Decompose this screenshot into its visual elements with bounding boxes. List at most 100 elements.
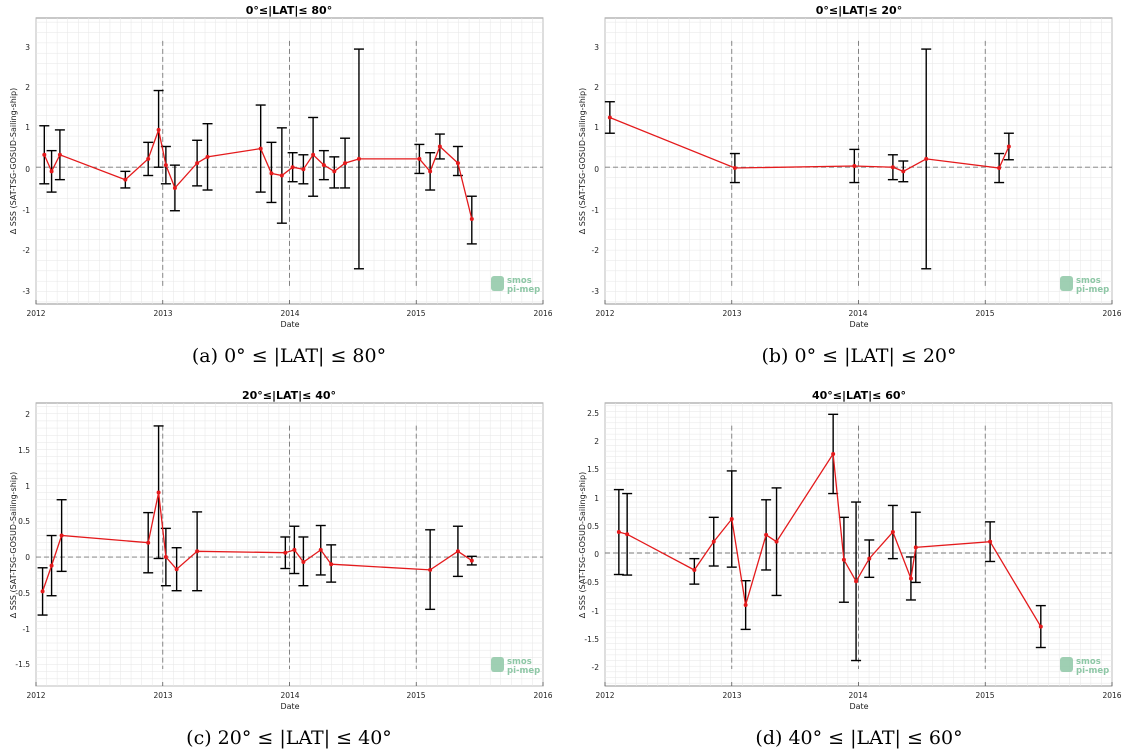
x-tick-label: 2015 bbox=[975, 691, 994, 700]
panel-title: 0°≤|LAT|≤ 80° bbox=[246, 4, 332, 17]
data-point bbox=[890, 530, 895, 535]
y-tick-label: 2 bbox=[594, 83, 599, 92]
y-tick-label: 3 bbox=[594, 43, 599, 52]
panel-caption: (b) 0° ≤ |LAT| ≤ 20° bbox=[761, 345, 956, 367]
data-point bbox=[301, 560, 306, 565]
data-point bbox=[988, 539, 993, 544]
x-tick-label: 2014 bbox=[848, 309, 867, 318]
data-point bbox=[269, 171, 274, 176]
data-point bbox=[729, 517, 734, 522]
panel-title: 20°≤|LAT|≤ 40° bbox=[242, 389, 336, 402]
data-point bbox=[195, 549, 200, 554]
data-point bbox=[283, 550, 288, 555]
smos-logo: smos pi-mep bbox=[1060, 276, 1109, 295]
panel-caption: (d) 40° ≤ |LAT| ≤ 60° bbox=[755, 727, 962, 749]
data-point bbox=[997, 166, 1002, 171]
data-point bbox=[743, 603, 748, 608]
data-point bbox=[428, 169, 433, 174]
data-point bbox=[732, 166, 737, 171]
data-point bbox=[625, 532, 630, 537]
data-point bbox=[290, 165, 295, 170]
marks-c bbox=[35, 403, 544, 687]
data-point bbox=[163, 555, 168, 560]
x-tick-label: 2015 bbox=[406, 691, 425, 700]
y-tick-label: 0 bbox=[25, 165, 30, 174]
data-point bbox=[156, 127, 161, 132]
y-tick-label: -1 bbox=[23, 625, 31, 634]
y-tick-label: -3 bbox=[592, 287, 600, 296]
logo-text: pi-mep bbox=[1076, 285, 1109, 295]
series-line bbox=[41, 492, 473, 592]
panel-title: 40°≤|LAT|≤ 60° bbox=[812, 389, 906, 402]
data-point bbox=[49, 169, 54, 174]
logo-mark-icon bbox=[1060, 657, 1073, 672]
y-tick-label: 1 bbox=[594, 494, 599, 503]
x-tick-label: 2012 bbox=[26, 309, 45, 318]
x-tick-label: 2013 bbox=[153, 309, 172, 318]
x-axis-label: Date bbox=[849, 702, 868, 711]
data-point bbox=[417, 156, 422, 161]
data-point bbox=[156, 490, 161, 495]
y-axis-label: Δ SSS (SAT-TSG-GOSUD-Sailing-ship) bbox=[9, 472, 18, 618]
smos-logo: smos pi-mep bbox=[1060, 657, 1109, 676]
data-point bbox=[205, 154, 210, 159]
x-tick-labels: 2012 2013 2014 2015 2016 bbox=[26, 309, 552, 318]
data-point bbox=[174, 567, 179, 572]
data-point bbox=[437, 144, 442, 149]
data-point bbox=[854, 579, 859, 584]
data-point bbox=[329, 562, 334, 567]
data-point bbox=[57, 152, 62, 157]
y-tick-label: 3 bbox=[25, 43, 30, 52]
y-tick-label: -1 bbox=[592, 607, 600, 616]
data-point bbox=[163, 163, 168, 168]
y-tick-label: 0.5 bbox=[18, 517, 30, 526]
data-point bbox=[301, 167, 306, 172]
logo-text: smos bbox=[1076, 657, 1101, 667]
x-tick-label: 2013 bbox=[722, 691, 741, 700]
data-point bbox=[258, 146, 263, 151]
y-tick-label: 0 bbox=[25, 553, 30, 562]
y-tick-label: -0.5 bbox=[584, 578, 599, 587]
x-axis-label: Date bbox=[280, 320, 299, 329]
y-tick-label: 2 bbox=[25, 83, 30, 92]
data-point bbox=[146, 540, 151, 545]
data-point bbox=[913, 545, 918, 550]
x-tick-label: 2012 bbox=[595, 309, 614, 318]
logo-text: smos bbox=[507, 276, 532, 286]
x-tick-label: 2016 bbox=[1102, 309, 1121, 318]
y-tick-label: -3 bbox=[23, 287, 31, 296]
data-point bbox=[455, 161, 460, 166]
y-tick-label: 1.5 bbox=[18, 446, 30, 455]
data-point bbox=[711, 539, 716, 544]
data-point bbox=[901, 169, 906, 174]
y-tick-label: 1 bbox=[25, 482, 30, 491]
y-tick-label: 1 bbox=[25, 123, 30, 132]
y-tick-label: 1.5 bbox=[587, 465, 599, 474]
x-tick-label: 2016 bbox=[533, 691, 552, 700]
logo-text: pi-mep bbox=[1076, 666, 1109, 676]
data-point bbox=[292, 547, 297, 552]
logo-mark-icon bbox=[491, 657, 504, 672]
data-point bbox=[146, 156, 151, 161]
x-tick-label: 2014 bbox=[280, 309, 299, 318]
data-point bbox=[311, 152, 316, 157]
x-axis-label: Date bbox=[849, 320, 868, 329]
y-axis-label: Δ SSS (SAT-TSG-GOSUD-Sailing-ship) bbox=[578, 88, 587, 234]
x-tick-label: 2015 bbox=[975, 309, 994, 318]
panel-d: 40°≤|LAT|≤ 60° 2.5 2 1.5 1 0.5 0 -0.5 -1… bbox=[578, 389, 1122, 749]
y-tick-labels: 3 2 1 0 -1 -2 -3 bbox=[592, 43, 600, 296]
data-point bbox=[42, 152, 47, 157]
x-tick-label: 2015 bbox=[406, 309, 425, 318]
data-point bbox=[774, 539, 779, 544]
data-point bbox=[428, 567, 433, 572]
data-point bbox=[607, 115, 612, 120]
data-point bbox=[318, 547, 323, 552]
marks-d bbox=[604, 403, 1113, 686]
y-tick-label: 2 bbox=[25, 410, 30, 419]
data-point bbox=[867, 556, 872, 561]
y-tick-label: -1 bbox=[23, 206, 31, 215]
y-axis-label: Δ SSS (SAT-TSG-GOSUD-Sailing-ship) bbox=[9, 88, 18, 234]
panel-c: 20°≤|LAT|≤ 40° 2 1.5 1 0.5 0 -0.5 -1 -1.… bbox=[9, 389, 553, 749]
data-point bbox=[123, 177, 128, 182]
